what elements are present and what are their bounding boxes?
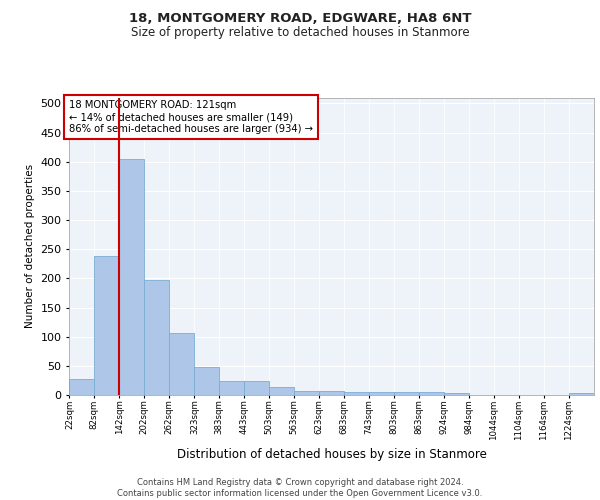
Bar <box>220 381 244 395</box>
Text: 18 MONTGOMERY ROAD: 121sqm
← 14% of detached houses are smaller (149)
86% of sem: 18 MONTGOMERY ROAD: 121sqm ← 14% of deta… <box>70 100 313 134</box>
Bar <box>194 367 220 395</box>
Bar <box>369 392 394 395</box>
Y-axis label: Number of detached properties: Number of detached properties <box>25 164 35 328</box>
Bar <box>394 392 419 395</box>
Bar <box>569 392 593 395</box>
Bar <box>119 159 144 395</box>
Bar <box>444 392 469 395</box>
Bar <box>169 333 194 395</box>
Bar <box>144 280 169 395</box>
Bar <box>419 392 443 395</box>
Text: Contains HM Land Registry data © Crown copyright and database right 2024.
Contai: Contains HM Land Registry data © Crown c… <box>118 478 482 498</box>
Text: 18, MONTGOMERY ROAD, EDGWARE, HA8 6NT: 18, MONTGOMERY ROAD, EDGWARE, HA8 6NT <box>129 12 471 26</box>
X-axis label: Distribution of detached houses by size in Stanmore: Distribution of detached houses by size … <box>176 448 487 461</box>
Bar <box>319 391 344 395</box>
Bar <box>94 256 119 395</box>
Bar <box>344 392 369 395</box>
Bar <box>269 388 294 395</box>
Bar <box>294 391 319 395</box>
Bar <box>70 378 94 395</box>
Text: Size of property relative to detached houses in Stanmore: Size of property relative to detached ho… <box>131 26 469 39</box>
Bar <box>244 381 269 395</box>
